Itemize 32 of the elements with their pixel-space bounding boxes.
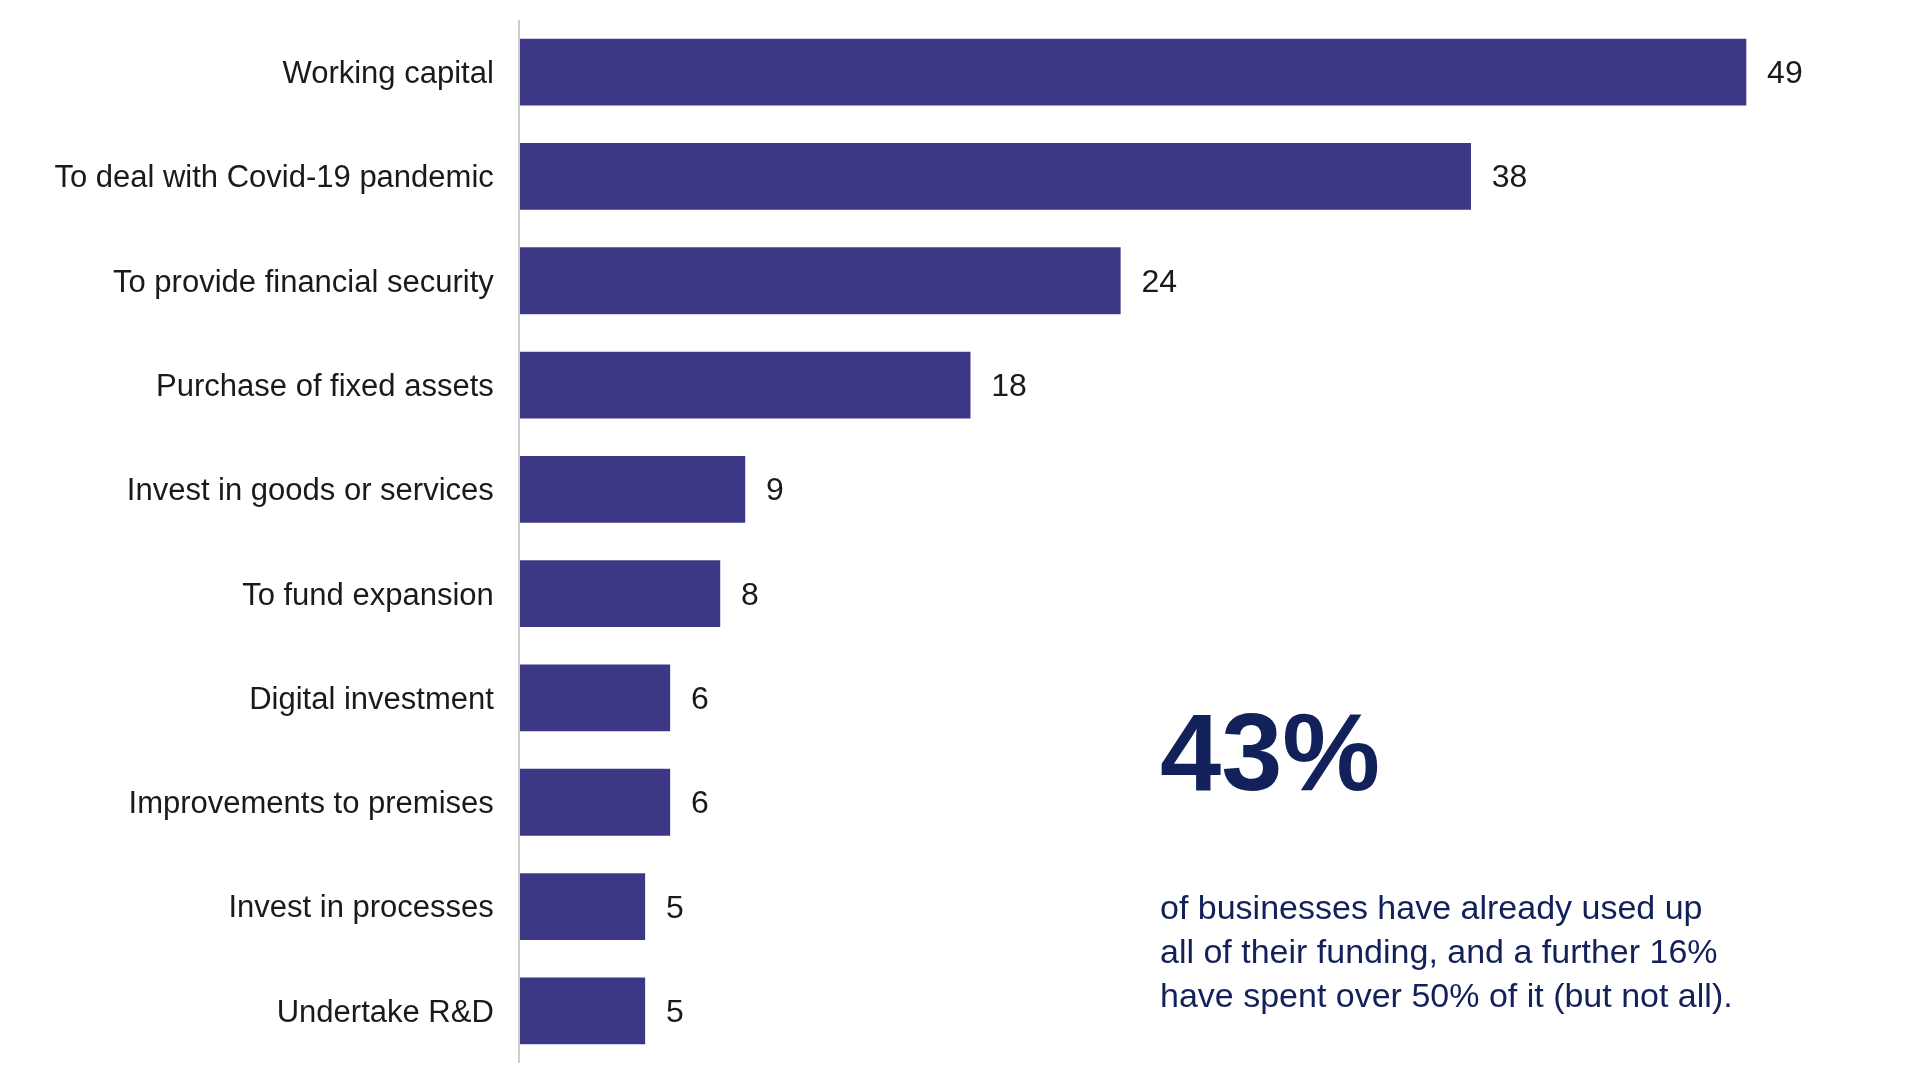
y-tick-label: Undertake R&D <box>276 993 494 1029</box>
bar <box>520 664 671 732</box>
data-label: 5 <box>648 888 684 925</box>
data-label: 49 <box>1749 54 1803 91</box>
data-label: 18 <box>973 367 1027 404</box>
data-label: 8 <box>723 575 759 612</box>
y-tick-label: Invest in goods or services <box>126 472 494 508</box>
bar <box>520 143 1472 210</box>
data-label: 38 <box>1474 158 1528 195</box>
bar <box>520 873 646 940</box>
data-label: 9 <box>748 471 784 508</box>
bar <box>520 455 746 523</box>
bar <box>520 560 721 628</box>
y-tick-label: To deal with Covid-19 pandemic <box>54 159 494 195</box>
y-tick-label: Digital investment <box>249 680 495 716</box>
y-tick-label: Invest in processes <box>228 889 494 925</box>
bar <box>520 768 671 836</box>
data-label: 6 <box>673 784 709 821</box>
annotation: 43% <box>1160 690 1381 813</box>
bar <box>520 247 1121 315</box>
annotation: of businesses have already used up all of their funding, and a further 16% have spent over 50% of it (but not all). <box>1160 888 1733 1015</box>
data-label: 5 <box>648 992 684 1029</box>
y-tick-label: To provide financial security <box>113 263 495 299</box>
y-tick-label: Improvements to premises <box>128 785 494 821</box>
data-label: 6 <box>673 679 709 716</box>
y-tick-label: Purchase of fixed assets <box>156 367 494 403</box>
bar <box>520 977 646 1045</box>
bar <box>520 38 1747 106</box>
data-label: 24 <box>1123 262 1178 299</box>
y-tick-label: To fund expansion <box>242 576 494 612</box>
bar <box>520 351 971 419</box>
y-tick-label: Working capital <box>282 55 494 90</box>
